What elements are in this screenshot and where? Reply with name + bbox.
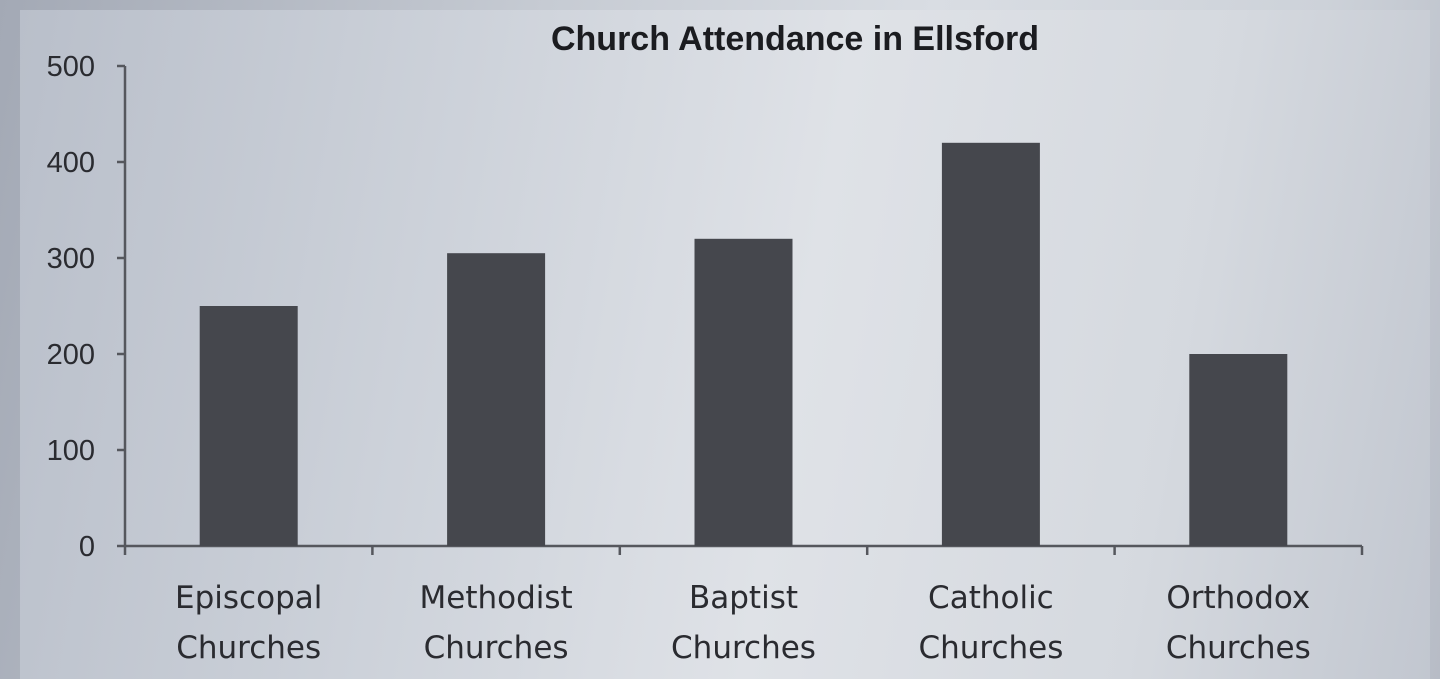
category-label: Baptist Churches xyxy=(671,580,816,666)
category-label: Episcopal Churches xyxy=(175,580,322,666)
bar-baptist xyxy=(694,238,793,547)
bar-methodist xyxy=(447,253,546,546)
x-axis xyxy=(123,544,1364,555)
category-label-line: Churches xyxy=(671,630,816,666)
y-tick-label: 500 xyxy=(47,51,95,83)
y-tick-label: 0 xyxy=(79,531,95,563)
bar-orthodox xyxy=(1189,354,1288,546)
category-label: Catholic Churches xyxy=(918,580,1063,666)
category-label-line: Methodist xyxy=(420,580,573,616)
category-label: Methodist Churches xyxy=(420,580,573,666)
bar-catholic xyxy=(941,142,1040,547)
category-label-line: Episcopal xyxy=(175,580,322,616)
category-label-line: Churches xyxy=(1166,630,1311,666)
chart-title: Church Attendance in Ellsford xyxy=(551,20,1039,58)
y-tick-label: 300 xyxy=(47,243,95,275)
category-label-line: Baptist xyxy=(689,580,798,616)
category-label-line: Catholic xyxy=(928,580,1054,616)
y-tick-label: 200 xyxy=(47,339,95,371)
y-tick-label: 100 xyxy=(47,435,95,467)
bars xyxy=(199,142,1288,547)
bar-episcopal xyxy=(199,306,298,546)
category-label-line: Churches xyxy=(424,630,569,666)
category-label-line: Churches xyxy=(176,630,321,666)
category-label-line: Orthodox xyxy=(1166,580,1310,616)
category-label-line: Churches xyxy=(918,630,1063,666)
y-axis: 0 100 200 300 400 500 xyxy=(47,51,127,563)
category-label: Orthodox Churches xyxy=(1166,580,1311,666)
y-tick-label: 400 xyxy=(47,147,95,179)
